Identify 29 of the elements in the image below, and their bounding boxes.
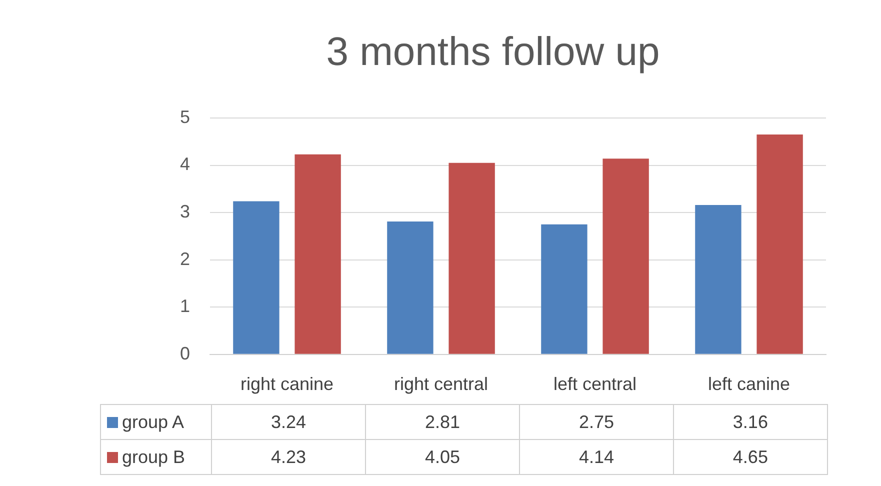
y-tick-label: 4 bbox=[180, 154, 190, 174]
y-tick-label: 1 bbox=[180, 296, 190, 316]
y-tick-label: 0 bbox=[180, 343, 190, 364]
data-label: 4.23 bbox=[212, 440, 366, 475]
bar bbox=[233, 201, 280, 354]
y-tick-label: 2 bbox=[180, 248, 190, 269]
bar bbox=[448, 162, 495, 354]
legend-label: group B bbox=[100, 440, 212, 475]
chart-title: 3 months follow up bbox=[326, 30, 660, 74]
bar bbox=[294, 154, 341, 354]
bar bbox=[695, 204, 742, 354]
data-label: 3.24 bbox=[212, 404, 366, 440]
data-label: 4.05 bbox=[365, 440, 520, 475]
x-tick-label: right central bbox=[394, 374, 488, 394]
data-label: 3.16 bbox=[673, 404, 828, 440]
bar bbox=[602, 158, 649, 354]
x-tick-label: left central bbox=[553, 374, 637, 394]
bar bbox=[387, 222, 434, 354]
bar bbox=[541, 224, 588, 354]
bar bbox=[756, 134, 803, 354]
x-tick-label: right canine bbox=[240, 374, 334, 394]
y-tick-label: 3 bbox=[180, 202, 190, 222]
data-label: 2.81 bbox=[365, 404, 520, 440]
data-label: 4.14 bbox=[519, 440, 674, 475]
y-tick-label: 5 bbox=[180, 106, 190, 127]
data-label: 2.75 bbox=[519, 404, 674, 440]
data-label: 4.65 bbox=[673, 440, 828, 475]
legend-label: group A bbox=[100, 404, 212, 440]
x-tick-label: left canine bbox=[708, 374, 790, 394]
